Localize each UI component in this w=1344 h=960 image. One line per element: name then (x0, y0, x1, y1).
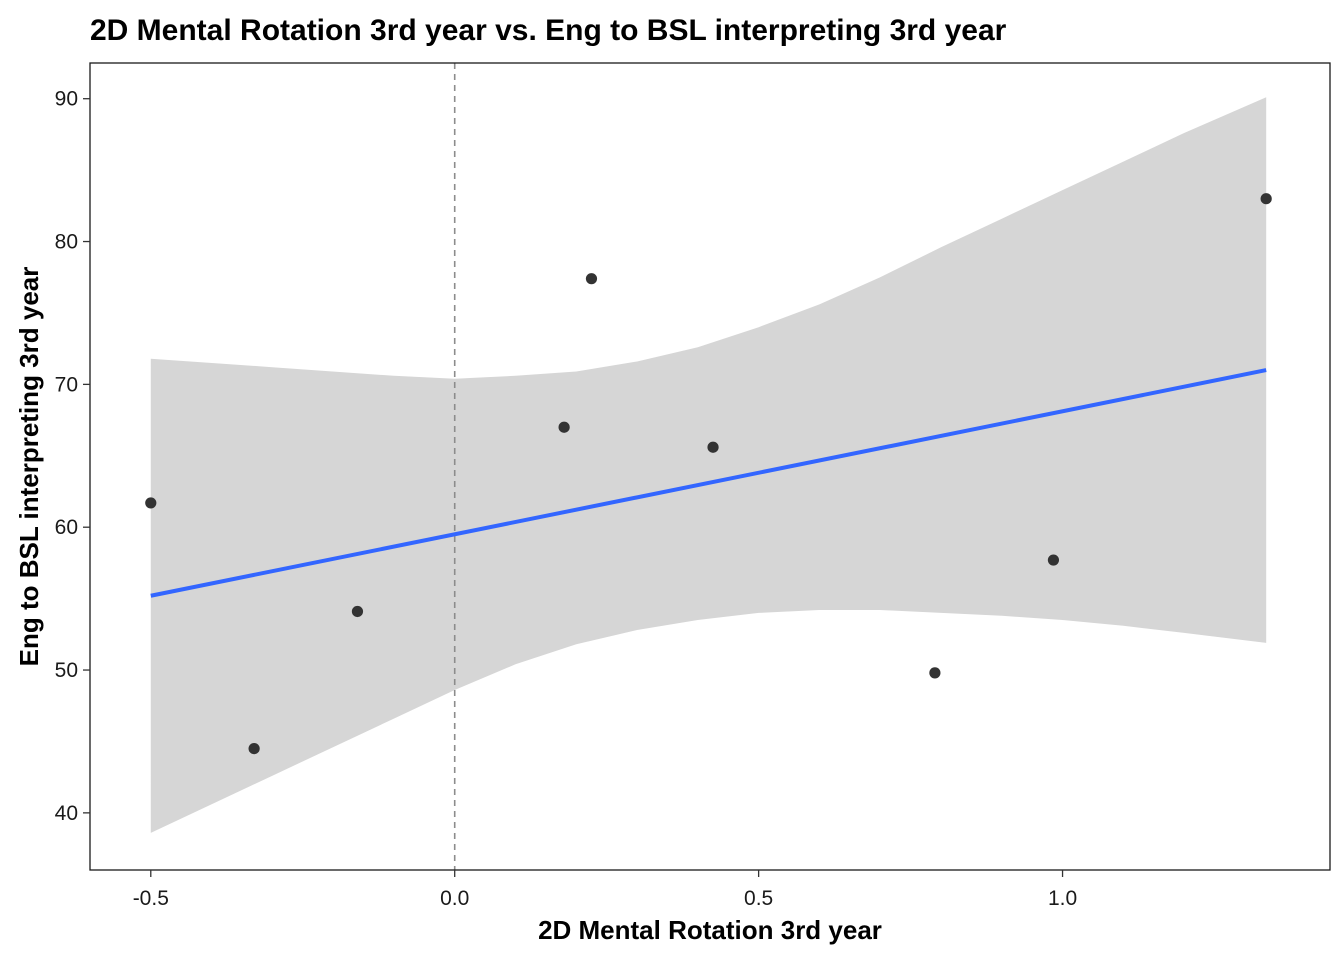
x-axis-title: 2D Mental Rotation 3rd year (538, 915, 882, 945)
confidence-band (150, 97, 1267, 833)
panel-border (89, 62, 1331, 871)
y-tick-label: 80 (55, 231, 78, 254)
data-points (145, 193, 1272, 755)
y-tick-label: 50 (55, 659, 78, 682)
x-tick-label: -0.5 (133, 887, 169, 910)
x-tick-label: 1.0 (1048, 887, 1077, 910)
plot-area (89, 62, 1331, 871)
y-tick-label: 40 (55, 802, 78, 825)
data-point (351, 605, 364, 618)
x-tick-label: 0.0 (440, 887, 469, 910)
y-tick-label: 60 (55, 516, 78, 539)
data-point (248, 742, 260, 755)
y-tick-label: 90 (55, 88, 78, 111)
x-tick-label: 0.5 (744, 887, 773, 910)
data-point (145, 497, 157, 509)
y-tick-label: 70 (55, 373, 78, 396)
data-point (929, 667, 941, 679)
x-axis: -0.5 0.0 0.5 1.0 (133, 870, 1077, 910)
data-point (1260, 193, 1272, 205)
data-point (1047, 554, 1060, 566)
data-point (558, 421, 570, 433)
chart-title: 2D Mental Rotation 3rd year vs. Eng to B… (90, 14, 1007, 47)
regression-line (150, 368, 1267, 598)
data-point (707, 441, 719, 453)
y-axis-title: Eng to BSL interpreting 3rd year (14, 267, 44, 667)
data-point (585, 273, 598, 285)
y-axis: 40 50 60 70 80 90 (55, 88, 90, 825)
